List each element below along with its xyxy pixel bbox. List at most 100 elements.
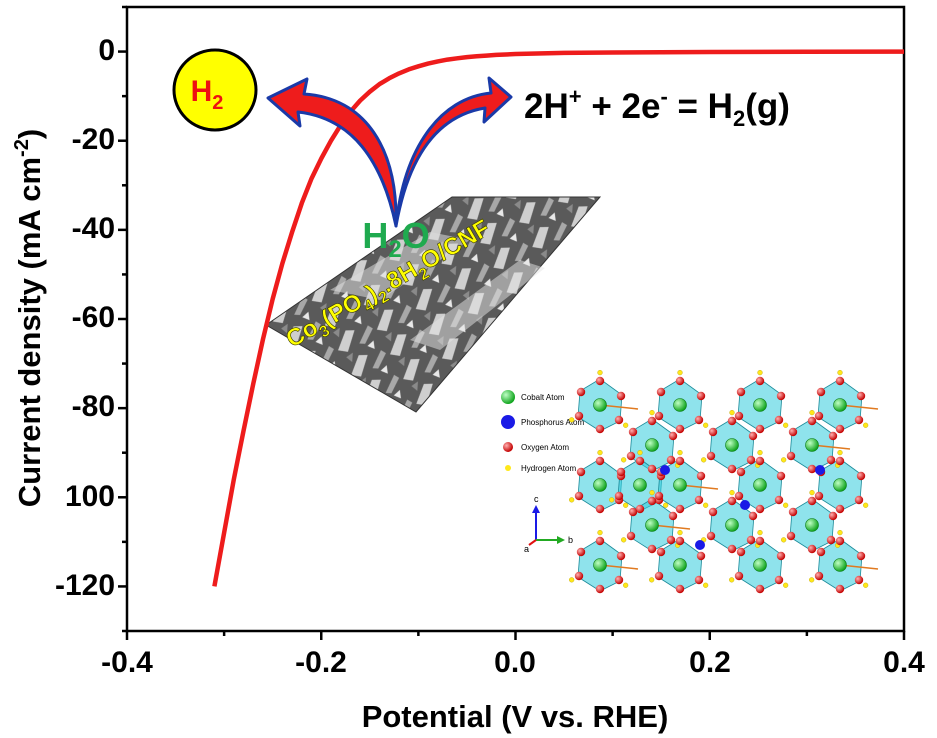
hydrogen-atom: [637, 450, 643, 456]
oxygen-atom: [786, 451, 796, 461]
hydrogen-atom: [597, 450, 603, 456]
sem-micrograph-inset: [265, 196, 602, 413]
y-axis-title-superscript: -2: [11, 139, 33, 157]
oxygen-atom: [755, 456, 765, 466]
hydrogen-atom: [809, 410, 815, 416]
oxygen-atom: [816, 387, 826, 397]
oxygen-atom: [654, 571, 664, 581]
cobalt-atom: [645, 518, 659, 532]
reaction-equation: 2H+ + 2e- = H2(g): [524, 84, 790, 131]
h2-bubble-subscript: 2: [212, 92, 223, 114]
oxygen-atom: [635, 456, 645, 466]
oxygen-atom: [614, 575, 624, 585]
hydrogen-atom: [663, 502, 669, 508]
cobalt-atom: [833, 398, 847, 412]
oxygen-atom: [654, 411, 664, 421]
hydrogen-atom: [837, 529, 843, 536]
oxygen-atom: [654, 491, 664, 501]
h2-bubble-circle: [172, 48, 258, 132]
oxygen-atom: [854, 495, 864, 505]
oxygen-atom: [835, 584, 845, 594]
oxygen-atom: [835, 424, 845, 434]
oxygen-atom: [807, 416, 817, 426]
cobalt-atom: [753, 398, 767, 412]
oxygen-atom: [788, 427, 798, 437]
oxygen-atom: [814, 411, 824, 421]
hydrogen-atom: [809, 490, 815, 496]
oxygen-atom: [854, 415, 864, 425]
oxygen-atom: [727, 416, 737, 426]
oxygen-atom-marker: [503, 442, 513, 452]
oxygen-atom: [696, 551, 706, 561]
oxygen-atom: [736, 467, 746, 477]
water-part: H: [362, 215, 388, 256]
oxygen-atom: [774, 495, 784, 505]
oxygen-atom: [595, 504, 605, 514]
oxygen-atom: [656, 547, 666, 557]
oxygen-atom: [666, 535, 676, 545]
x-tick-label: -0.4: [101, 646, 153, 679]
hydrogen-atom: [569, 417, 575, 423]
oxygen-atom: [647, 544, 657, 554]
oxygen-atom: [826, 455, 836, 465]
oxygen-atom: [696, 471, 706, 481]
oxygen-atom: [675, 536, 685, 546]
x-tick-labels: -0.4 -0.2 0.0 0.2 0.4: [101, 646, 925, 679]
oxygen-atom: [856, 391, 866, 401]
reaction-part: 2H: [524, 87, 569, 126]
cobalt-atom: [805, 438, 819, 452]
oxygen-atom: [828, 431, 838, 441]
hydrogen-atom: [677, 370, 683, 376]
oxygen-atom: [595, 424, 605, 434]
oxygen-atom: [835, 376, 845, 386]
hydrogen-atom: [809, 577, 815, 583]
hydrogen-atom: [781, 537, 787, 543]
hydrogen-atom: [783, 582, 789, 588]
hydrogen-atom: [863, 422, 869, 428]
oxygen-atom: [727, 544, 737, 554]
oxygen-atom: [628, 507, 638, 517]
phosphorus-atom: [660, 465, 670, 475]
cobalt-atom: [805, 518, 819, 532]
hydrogen-atom: [837, 370, 843, 376]
y-axis-title: Current density (mA cm-2): [11, 129, 47, 507]
oxygen-atom: [835, 536, 845, 546]
h2-bubble-label: H2: [191, 75, 224, 114]
oxygen-atom: [755, 424, 765, 434]
axis-ticks: [118, 5, 906, 640]
oxygen-atom: [788, 507, 798, 517]
reaction-arrows: [266, 76, 513, 228]
oxygen-atom: [755, 536, 765, 546]
oxygen-atom: [694, 495, 704, 505]
oxygen-atom: [854, 575, 864, 585]
cobalt-atom: [673, 558, 687, 572]
y-axis-title-main: Current density (mA cm: [12, 157, 47, 507]
phosphorus-atom-marker: [501, 415, 515, 429]
oxygen-atom: [576, 467, 586, 477]
water-subscript: 2: [388, 236, 401, 263]
hydrogen-atom: [701, 457, 707, 463]
oxygen-atom: [828, 511, 838, 521]
phosphorus-atom: [740, 500, 750, 510]
phosphorus-atom: [815, 465, 825, 475]
h2-bubble-main: H: [191, 75, 213, 108]
oxygen-atom: [574, 571, 584, 581]
oxygen-atom: [755, 504, 765, 514]
y-tick-label: -80: [72, 390, 115, 423]
oxygen-atom: [595, 584, 605, 594]
legend-label: Cobalt Atom: [521, 393, 565, 402]
hydrogen-atom: [783, 422, 789, 428]
oxygen-atom: [776, 471, 786, 481]
right-arrow: [394, 76, 513, 228]
oxygen-atom: [816, 547, 826, 557]
reaction-part: = H: [668, 87, 733, 126]
hydrogen-atom: [569, 497, 575, 503]
crystal-structure: [569, 370, 879, 594]
oxygen-atom: [595, 456, 605, 466]
oxygen-atom: [616, 551, 626, 561]
hydrogen-atom: [621, 537, 627, 543]
left-arrow: [266, 77, 398, 228]
oxygen-atom: [595, 376, 605, 386]
reaction-superscript: -: [660, 84, 667, 109]
